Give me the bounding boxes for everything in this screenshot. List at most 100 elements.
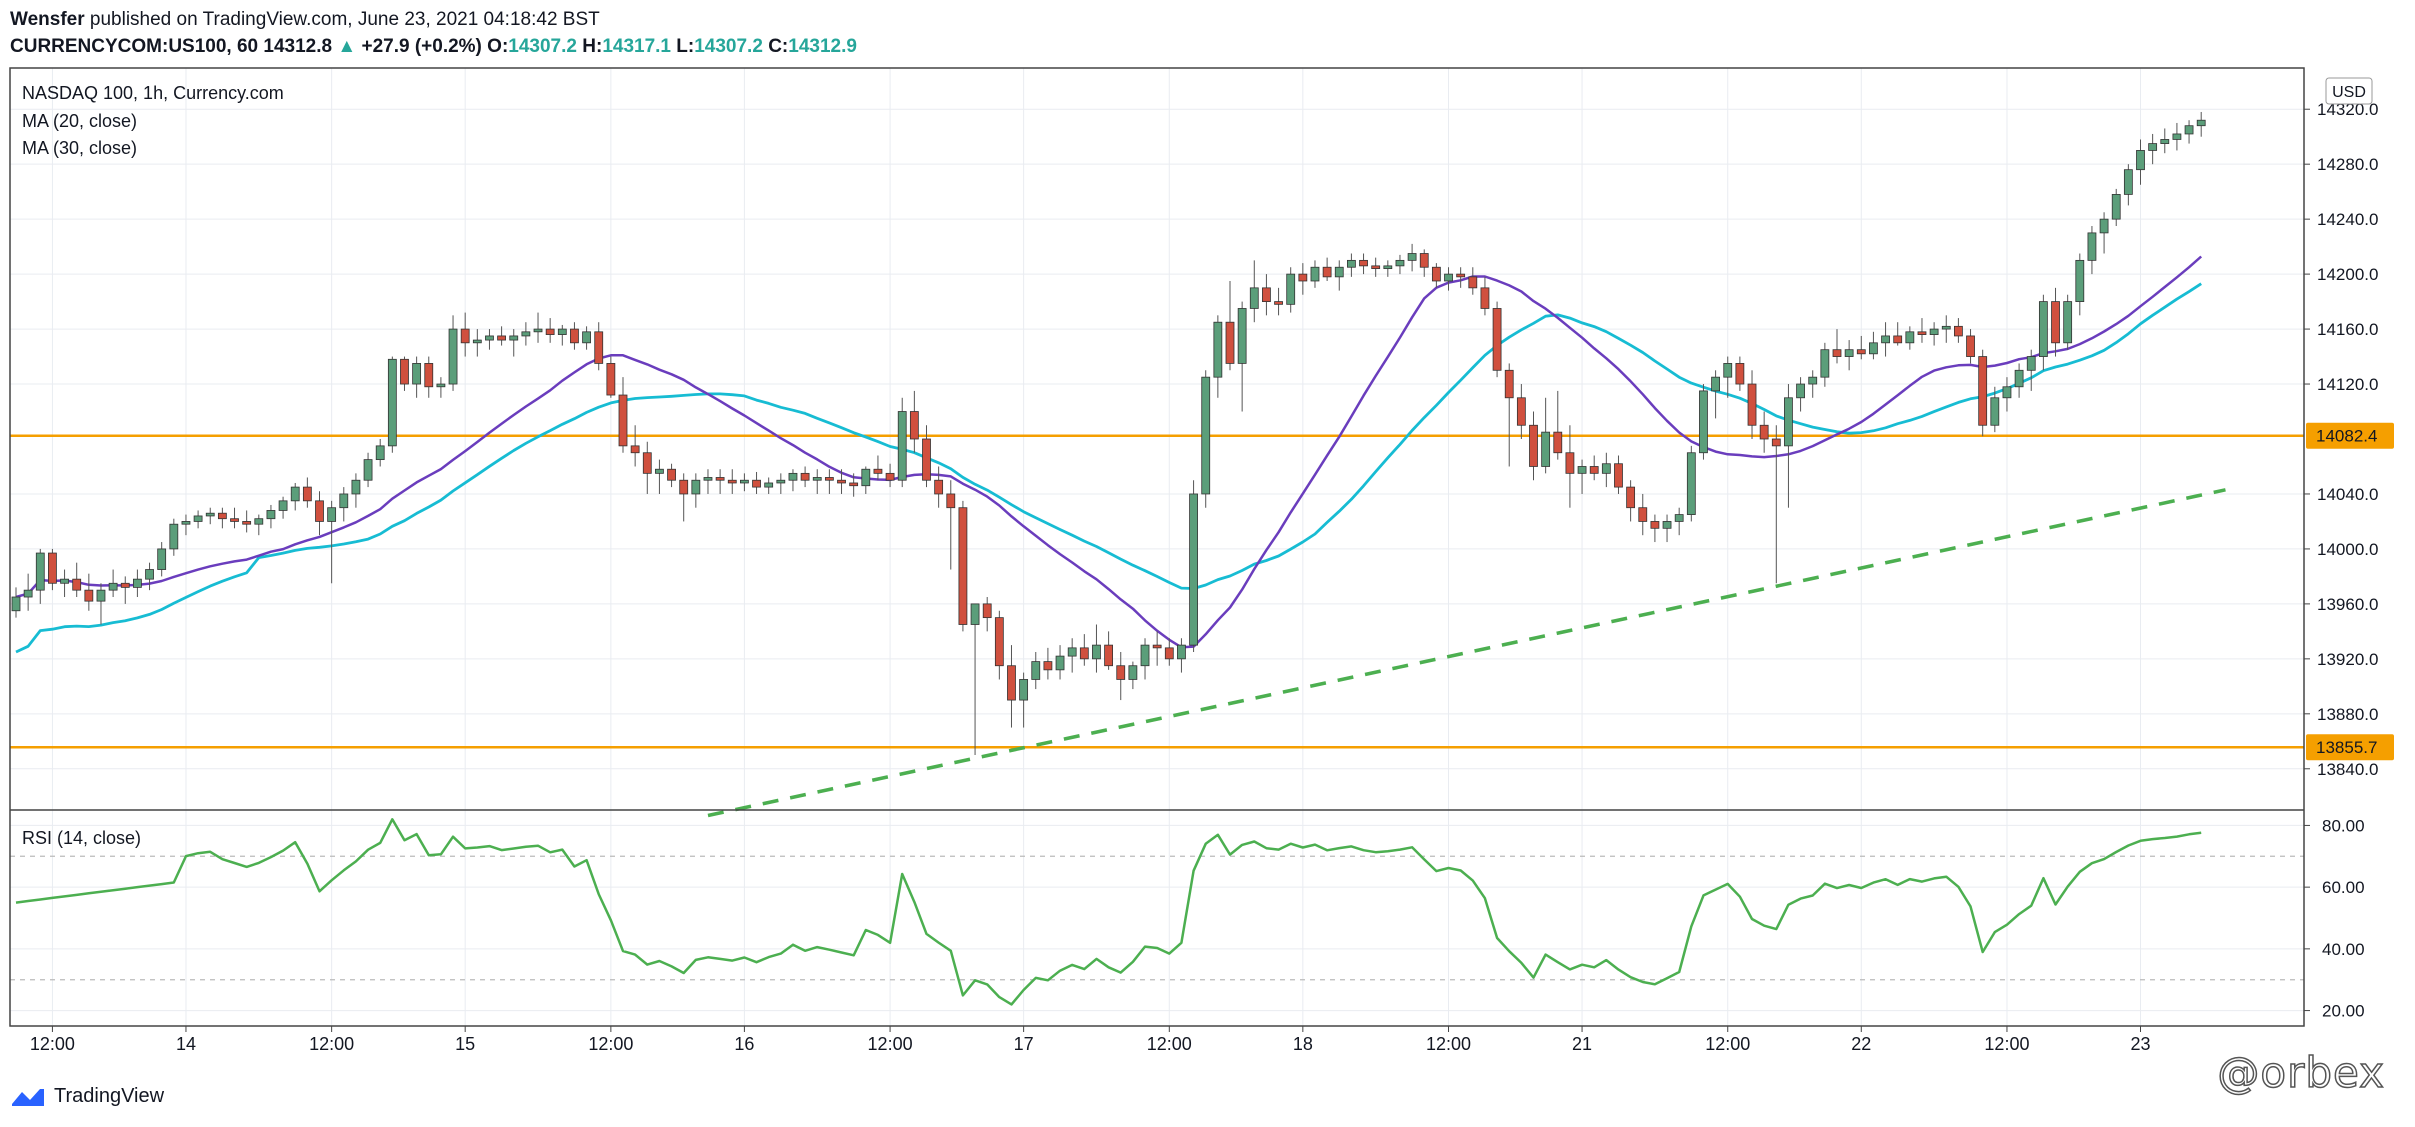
candle — [1152, 631, 1162, 666]
candle — [412, 356, 422, 398]
candle — [1759, 411, 1769, 453]
candle-body — [703, 477, 713, 481]
candle-body — [339, 493, 349, 509]
candle — [2123, 164, 2133, 206]
candle — [1371, 257, 1381, 277]
candle-body — [642, 452, 652, 474]
candle-body — [1577, 466, 1587, 474]
candle-body — [897, 411, 907, 481]
candle — [230, 507, 239, 529]
candle — [2111, 188, 2121, 227]
candle — [1140, 638, 1150, 680]
rsi-legend: RSI (14, close) — [22, 828, 141, 848]
time-tick-label: 16 — [734, 1034, 754, 1054]
candle — [655, 459, 664, 494]
candle-body — [2075, 259, 2085, 302]
publisher-name[interactable]: Wensfer — [10, 9, 85, 30]
candle-body — [1893, 335, 1903, 344]
candle-body — [1298, 273, 1308, 282]
candle-body — [2123, 169, 2133, 195]
candle-body — [934, 479, 944, 495]
footer-brand[interactable]: TradingView — [10, 1085, 164, 1108]
candle — [1249, 260, 1259, 323]
candle — [1589, 455, 1599, 481]
candle-body — [606, 363, 616, 396]
candle — [1456, 267, 1466, 288]
candle — [837, 469, 846, 494]
candle — [1262, 274, 1271, 316]
candle-body — [48, 552, 57, 584]
candle-body — [1553, 431, 1563, 454]
candle-body — [2148, 143, 2158, 151]
candle-body — [909, 411, 919, 440]
candle — [679, 473, 689, 522]
candle — [861, 466, 871, 494]
candle-body — [618, 394, 628, 447]
candle-body — [1286, 273, 1296, 305]
candle-body — [485, 335, 494, 341]
candle — [1686, 445, 1696, 522]
candle-body — [1468, 276, 1478, 289]
candle — [1674, 507, 1684, 536]
candle — [691, 473, 701, 508]
time-tick-label: 21 — [1572, 1034, 1592, 1054]
price-tick-label: 13840.0 — [2317, 760, 2378, 779]
candle-body — [181, 521, 191, 525]
candle-body — [1079, 647, 1089, 660]
candle-body — [1541, 431, 1551, 467]
time-tick-label: 12:00 — [30, 1034, 75, 1054]
candle-body — [946, 493, 956, 509]
candle — [1164, 638, 1174, 666]
price-tick-label: 14000.0 — [2317, 540, 2378, 559]
candle — [824, 469, 834, 494]
candle-body — [1808, 376, 1818, 385]
candle — [752, 471, 761, 494]
candle — [545, 318, 555, 343]
candle-body — [1322, 266, 1332, 278]
candle-body — [60, 578, 69, 584]
candle — [2026, 349, 2036, 391]
level-price-label: 14082.4 — [2316, 427, 2377, 446]
candle-body — [1784, 397, 1793, 447]
candle — [606, 356, 616, 398]
candle — [1796, 377, 1805, 412]
candle — [1310, 260, 1320, 288]
candle — [776, 473, 786, 494]
candle — [1383, 260, 1393, 277]
candle — [727, 469, 737, 494]
symbol-ohlc-row: CURRENCYCOM:US100, 60 14312.8 ▲ +27.9 (+… — [10, 33, 857, 60]
price-tick-label: 13920.0 — [2317, 650, 2378, 669]
candle — [1347, 253, 1356, 277]
candle — [472, 329, 482, 357]
candle-body — [23, 589, 33, 598]
candle — [1516, 384, 1526, 439]
candle-body — [1504, 369, 1514, 399]
candle-body — [1189, 493, 1198, 646]
candle-body — [1031, 661, 1041, 680]
candle-body — [108, 582, 118, 591]
candle-body — [1334, 266, 1344, 278]
candle — [1128, 661, 1138, 690]
candle — [1019, 672, 1029, 728]
candle-body — [691, 479, 701, 495]
candle — [1444, 267, 1453, 291]
candle-body — [994, 617, 1004, 667]
candle-body — [679, 479, 689, 495]
currency-badge[interactable] — [2325, 77, 2373, 105]
candle — [1699, 384, 1708, 460]
candle — [1711, 370, 1720, 419]
candle-body — [594, 331, 604, 364]
candle-body — [1249, 287, 1259, 309]
candle-body — [1723, 363, 1733, 378]
orbex-watermark: @orbex — [2217, 1047, 2385, 1098]
candle — [667, 463, 676, 488]
time-tick-label: 22 — [1851, 1034, 1871, 1054]
candle-body — [2063, 301, 2073, 344]
candle — [509, 329, 519, 357]
level-price-badge — [2306, 734, 2394, 761]
candle-body — [1116, 665, 1126, 680]
candle — [570, 322, 579, 350]
candle-body — [1007, 665, 1016, 701]
candle-body — [84, 589, 94, 602]
